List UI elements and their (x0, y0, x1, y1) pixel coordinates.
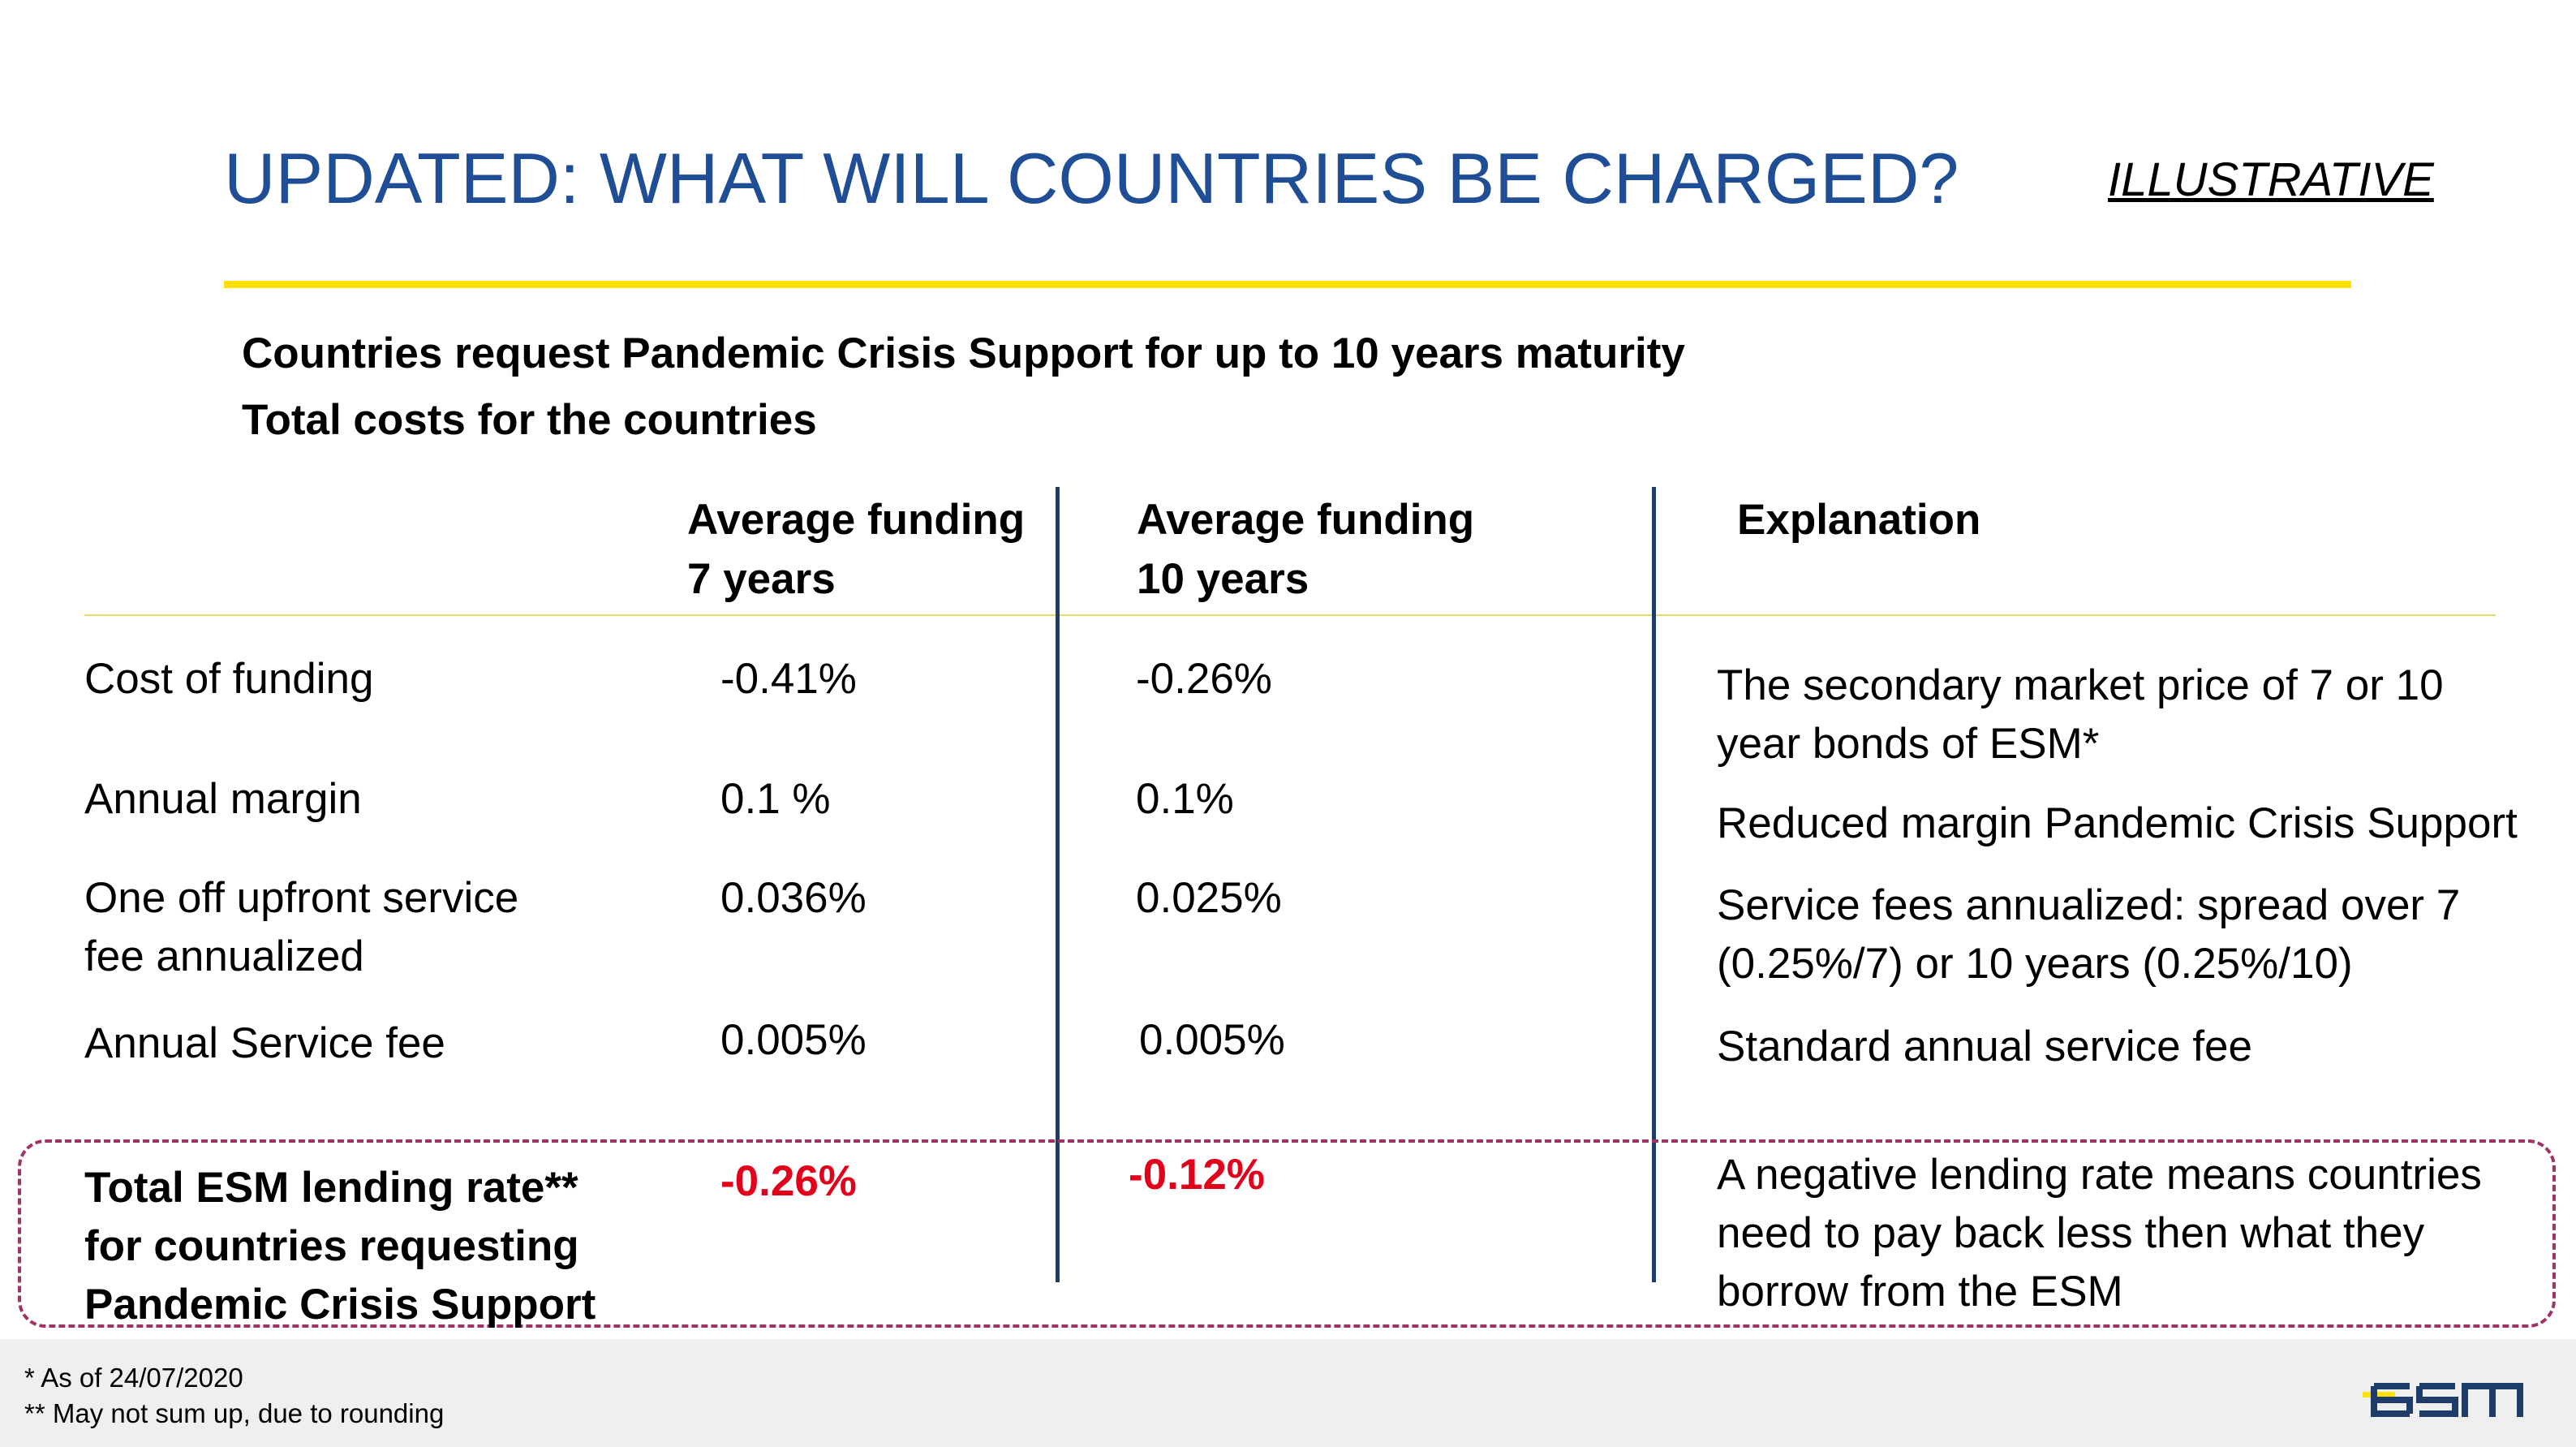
explanation-annual-margin: Reduced margin Pandemic Crisis Support (1717, 799, 2518, 847)
column-header-7-years: Average funding 7 years (687, 490, 1025, 609)
value-7y-cost-of-funding: -0.41% (720, 655, 857, 703)
explanation-total-line-2: need to pay back less then what they (1717, 1209, 2425, 1257)
row-label-total-line-2: for countries requesting (84, 1222, 579, 1270)
explanation-upfront-service-fee-line-2: (0.25%/7) or 10 years (0.25%/10) (1717, 940, 2353, 988)
page-title: UPDATED: WHAT WILL COUNTRIES BE CHARGED? (224, 138, 1959, 218)
explanation-cost-of-funding-line-1: The secondary market price of 7 or 10 (1717, 661, 2444, 709)
esm-logo-icon (2363, 1383, 2523, 1417)
column-header-7-years-line-1: Average funding (687, 496, 1026, 544)
illustrative-tag: ILLUSTRATIVE (2108, 153, 2434, 206)
row-label-upfront-service-fee-line-2: fee annualized (84, 932, 364, 980)
row-label-annual-service-fee: Annual Service fee (84, 1019, 445, 1067)
row-label-total-line-1: Total ESM lending rate** (84, 1164, 578, 1212)
row-label-total-line-3: Pandemic Crisis Support (84, 1281, 596, 1329)
row-label-total-lending-rate: Total ESM lending rate** for countries r… (84, 1159, 596, 1334)
header-divider (84, 614, 2496, 616)
explanation-cost-of-funding-line-2: year bonds of ESM* (1717, 720, 2100, 768)
value-10y-annual-margin: 0.1% (1136, 775, 1234, 823)
footer-bar (0, 1339, 2576, 1447)
explanation-total-lending-rate: A negative lending rate means countries … (1717, 1146, 2482, 1321)
explanation-upfront-service-fee-line-1: Service fees annualized: spread over 7 (1717, 881, 2461, 929)
value-7y-total-lending-rate: -0.26% (720, 1157, 857, 1205)
esm-logo-letter-e (2371, 1383, 2413, 1417)
value-10y-upfront-service-fee: 0.025% (1136, 874, 1282, 922)
value-7y-annual-margin: 0.1 % (720, 775, 831, 823)
column-header-7-years-line-2: 7 years (687, 555, 836, 603)
intro-line-1: Countries request Pandemic Crisis Suppor… (242, 329, 1685, 377)
value-10y-annual-service-fee: 0.005% (1139, 1016, 1285, 1064)
column-header-10-years-line-1: Average funding (1137, 496, 1475, 544)
title-underline (224, 281, 2351, 288)
value-7y-upfront-service-fee: 0.036% (720, 874, 867, 922)
column-header-10-years: Average funding 10 years (1137, 490, 1474, 609)
esm-logo-letter-m (2462, 1383, 2523, 1417)
footnote-as-of-date: * As of 24/07/2020 (24, 1363, 243, 1393)
explanation-annual-service-fee: Standard annual service fee (1717, 1023, 2252, 1070)
explanation-total-line-3: borrow from the ESM (1717, 1268, 2123, 1316)
value-10y-cost-of-funding: -0.26% (1136, 655, 1272, 703)
column-divider-2 (1652, 487, 1656, 1282)
column-header-explanation: Explanation (1737, 496, 1981, 544)
footnote-rounding: ** May not sum up, due to rounding (24, 1398, 445, 1428)
column-header-10-years-line-2: 10 years (1137, 555, 1310, 603)
esm-logo-yellow-bar (2363, 1392, 2395, 1397)
value-7y-annual-service-fee: 0.005% (720, 1016, 867, 1064)
total-row-highlight (18, 1139, 2556, 1328)
row-label-upfront-service-fee-line-1: One off upfront service (84, 874, 519, 922)
row-label-cost-of-funding: Cost of funding (84, 655, 374, 703)
row-label-annual-margin: Annual margin (84, 775, 362, 823)
column-divider-1 (1056, 487, 1060, 1282)
explanation-total-line-1: A negative lending rate means countries (1717, 1151, 2482, 1199)
row-label-upfront-service-fee: One off upfront service fee annualized (84, 869, 518, 986)
esm-logo-letter-s (2416, 1383, 2458, 1417)
intro-line-2: Total costs for the countries (242, 396, 817, 444)
explanation-cost-of-funding: The secondary market price of 7 or 10 ye… (1717, 657, 2444, 773)
value-10y-total-lending-rate: -0.12% (1129, 1151, 1265, 1199)
explanation-upfront-service-fee: Service fees annualized: spread over 7 (… (1717, 876, 2460, 993)
